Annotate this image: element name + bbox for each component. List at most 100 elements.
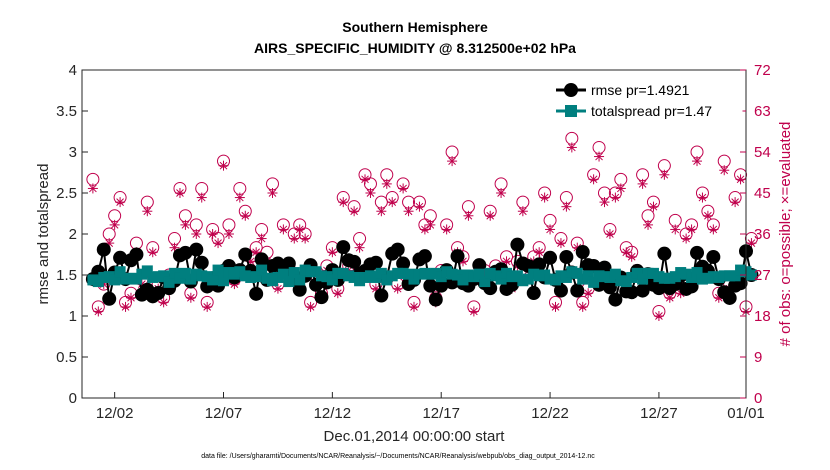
obs-evaluated-point: [278, 224, 289, 235]
totalspread-point: [283, 276, 295, 288]
totalspread-point: [294, 274, 306, 286]
totalspread-point: [256, 264, 268, 276]
obs-evaluated-point: [365, 188, 376, 198]
y-tick-label: 2: [69, 226, 77, 243]
rmse-point: [657, 246, 672, 261]
y-tick-label: 0.5: [56, 349, 77, 366]
obs-evaluated-point: [621, 247, 632, 258]
totalspread-point: [560, 271, 572, 283]
rmse-point: [194, 255, 209, 270]
rmse-point: [238, 247, 253, 262]
y-tick-label: 1: [69, 308, 77, 325]
obs-evaluated-point: [604, 229, 615, 239]
y-tick-label: 4: [69, 62, 77, 79]
y-axis-label: rmse and totalspread: [35, 164, 52, 305]
obs-evaluated-point: [213, 238, 224, 249]
obs-evaluated-point: [419, 224, 430, 235]
rmse-point: [336, 240, 351, 255]
obs-evaluated-point: [637, 178, 648, 189]
obs-evaluated-point: [174, 188, 185, 198]
obs-evaluated-point: [588, 174, 599, 185]
obs-evaluated-point: [349, 206, 360, 217]
totalspread-point: [637, 273, 649, 285]
rmse-point: [423, 278, 438, 293]
obs-evaluated-point: [681, 233, 692, 244]
obs-evaluated-point: [702, 210, 713, 221]
y-right-tick-label: 9: [754, 349, 762, 366]
totalspread-point: [179, 267, 191, 279]
totalspread-point: [375, 267, 387, 279]
totalspread-point: [288, 267, 300, 279]
obs-evaluated-point: [93, 306, 104, 317]
obs-evaluated-point: [534, 247, 545, 258]
obs-evaluated-point: [555, 238, 566, 249]
obs-evaluated-point: [577, 301, 588, 312]
obs-evaluated-point: [120, 301, 131, 312]
obs-evaluated-point: [392, 283, 403, 294]
rmse-point: [347, 254, 362, 269]
y-right-tick-label: 54: [754, 144, 771, 161]
obs-evaluated-point: [403, 206, 414, 217]
obs-evaluated-point: [125, 292, 136, 303]
rmse-point: [624, 285, 639, 300]
totalspread-point: [250, 271, 262, 283]
obs-evaluated-point: [566, 142, 577, 153]
totalspread-point: [571, 267, 583, 279]
obs-evaluated-point: [234, 192, 245, 203]
obs-evaluated-point: [719, 165, 730, 176]
obs-evaluated-point: [599, 197, 610, 208]
obs-evaluated-point: [376, 206, 387, 217]
obs-evaluated-point: [360, 174, 371, 185]
obs-evaluated-point: [643, 219, 654, 230]
obs-evaluated-point: [517, 206, 528, 217]
rmse-point: [553, 283, 568, 298]
rmse-point: [390, 242, 405, 257]
obs-evaluated-point: [670, 224, 681, 235]
x-tick-label: 12/07: [205, 405, 243, 422]
rmse-point: [254, 252, 269, 267]
rmse-point: [129, 247, 144, 262]
obs-evaluated-point: [398, 183, 409, 194]
obs-evaluated-point: [583, 288, 594, 299]
y-tick-label: 1.5: [56, 267, 77, 284]
y-right-tick-label: 0: [754, 390, 762, 407]
y-right-tick-label: 72: [754, 62, 771, 79]
y-tick-label: 3: [69, 144, 77, 161]
rmse-point: [368, 255, 383, 270]
rmse-point: [314, 290, 329, 305]
rmse-point: [281, 256, 296, 271]
obs-evaluated-point: [539, 192, 550, 203]
y-right-tick-label: 18: [754, 308, 771, 325]
obs-evaluated-point: [142, 206, 153, 217]
obs-evaluated-point: [735, 174, 746, 185]
y-right-tick-label: 27: [754, 267, 771, 284]
rmse-point: [608, 292, 623, 307]
rmse-point: [690, 245, 705, 260]
totalspread-point: [114, 266, 126, 278]
rmse-point: [102, 291, 117, 306]
obs-evaluated-point: [653, 311, 664, 321]
obs-evaluated-point: [218, 160, 229, 171]
ticks-layer: 0 0.5 1 1.5 2 2.5 3 3.5 4 0 9 18 27 36 45 54 63 72 12/02 12…: [56, 62, 771, 422]
obs-evaluated-point: [485, 210, 496, 221]
obs-evaluated-point: [202, 301, 213, 312]
x-axis-label: Dec.01,2014 00:00:00 start: [324, 428, 506, 445]
obs-evaluated-point: [496, 188, 507, 198]
totalspread-point: [163, 276, 175, 288]
totalspread-point: [158, 270, 170, 282]
rmse-point: [575, 245, 590, 260]
obs-evaluated-point: [468, 306, 479, 317]
obs-evaluated-point: [207, 229, 218, 239]
rmse-point: [309, 277, 324, 292]
totalspread-point: [745, 269, 757, 281]
totalspread-point: [277, 268, 289, 280]
rmse-point: [722, 290, 737, 305]
rmse-point: [374, 288, 389, 303]
obs-evaluated-point: [191, 229, 202, 239]
rmse-point: [249, 286, 264, 301]
obs-evaluated-point: [196, 192, 207, 203]
obs-evaluated-point: [147, 247, 158, 258]
obs-evaluated-point: [354, 242, 365, 253]
series-layer: [85, 131, 759, 321]
rmse-point: [292, 282, 307, 297]
